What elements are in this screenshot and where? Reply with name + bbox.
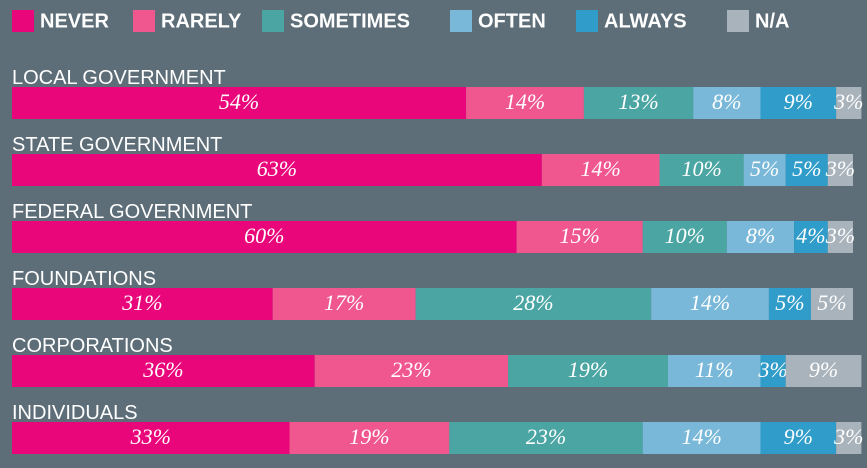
legend-swatch xyxy=(727,10,749,32)
legend-label: ALWAYS xyxy=(604,10,687,32)
bar-segment xyxy=(768,288,811,320)
bar-segment xyxy=(12,154,542,186)
data-label: 60% xyxy=(244,223,284,248)
data-label: 9% xyxy=(784,89,813,114)
legend-swatch xyxy=(576,10,598,32)
bar-segment xyxy=(785,154,828,186)
bar-segment xyxy=(516,221,643,253)
data-label: 14% xyxy=(690,290,730,315)
data-label: 8% xyxy=(746,223,775,248)
data-label: 54% xyxy=(219,89,259,114)
bar-segment xyxy=(659,154,744,186)
legend-label: N/A xyxy=(755,10,789,32)
bar-segment xyxy=(810,288,853,320)
category-label: LOCAL GOVERNMENT xyxy=(12,67,226,89)
bar-segment xyxy=(12,422,290,454)
bar-segment xyxy=(12,87,467,119)
legend-label: RARELY xyxy=(161,10,242,32)
bar-segment xyxy=(642,422,761,454)
bar-segment xyxy=(760,422,837,454)
bar-segment xyxy=(667,355,761,387)
bar-segment xyxy=(642,221,727,253)
data-label: 15% xyxy=(560,223,600,248)
data-label: 14% xyxy=(505,89,545,114)
data-label: 3% xyxy=(825,223,855,248)
data-label: 63% xyxy=(257,156,297,181)
data-label: 33% xyxy=(130,424,171,449)
bar-segment xyxy=(760,355,786,387)
bar-segment xyxy=(12,221,517,253)
legend-swatch xyxy=(12,10,34,32)
data-label: 4% xyxy=(796,223,825,248)
legend-label: SOMETIMES xyxy=(290,10,410,32)
data-label: 9% xyxy=(809,357,838,382)
bar-segment xyxy=(726,221,795,253)
data-label: 5% xyxy=(792,156,821,181)
data-label: 5% xyxy=(750,156,779,181)
bar-segment xyxy=(415,288,652,320)
category-label: STATE GOVERNMENT xyxy=(12,134,222,156)
bar-segment xyxy=(794,221,828,253)
data-label: 36% xyxy=(142,357,183,382)
bar-segment xyxy=(12,355,315,387)
data-label: 5% xyxy=(817,290,846,315)
category-label: INDIVIDUALS xyxy=(12,402,138,424)
bar-segment xyxy=(760,87,837,119)
data-label: 10% xyxy=(681,156,721,181)
data-label: 14% xyxy=(681,424,721,449)
category-label: CORPORATIONS xyxy=(12,335,173,357)
bar-segment xyxy=(508,355,668,387)
data-label: 8% xyxy=(712,89,741,114)
bar-segment xyxy=(449,422,643,454)
bar-segment xyxy=(314,355,509,387)
data-label: 19% xyxy=(349,424,389,449)
bar-segment xyxy=(827,154,853,186)
data-label: 28% xyxy=(513,290,553,315)
bar-segment xyxy=(693,87,761,119)
legend-label: OFTEN xyxy=(478,10,546,32)
data-label: 23% xyxy=(391,357,431,382)
bar-segment xyxy=(272,288,416,320)
data-label: 3% xyxy=(833,89,863,114)
legend-swatch xyxy=(450,10,472,32)
bar-segment xyxy=(583,87,694,119)
data-label: 19% xyxy=(568,357,608,382)
data-label: 5% xyxy=(775,290,804,315)
data-label: 17% xyxy=(324,290,364,315)
data-label: 13% xyxy=(618,89,658,114)
data-label: 9% xyxy=(784,424,813,449)
category-label: FEDERAL GOVERNMENT xyxy=(12,201,252,223)
data-label: 14% xyxy=(581,156,621,181)
legend-swatch xyxy=(133,10,155,32)
bar-segment xyxy=(836,422,862,454)
data-label: 23% xyxy=(526,424,566,449)
bar-segment xyxy=(289,422,450,454)
bar-segment xyxy=(651,288,769,320)
bar-segment xyxy=(12,288,273,320)
bar-segment xyxy=(827,221,853,253)
data-label: 3% xyxy=(825,156,855,181)
category-label: FOUNDATIONS xyxy=(12,268,156,290)
data-label: 3% xyxy=(833,424,863,449)
legend-swatch xyxy=(262,10,284,32)
bar-segment xyxy=(541,154,660,186)
bar-segment xyxy=(743,154,786,186)
legend-label: NEVER xyxy=(40,10,109,32)
bar-segment xyxy=(466,87,584,119)
data-label: 11% xyxy=(695,357,734,382)
data-label: 31% xyxy=(121,290,162,315)
data-label: 10% xyxy=(665,223,705,248)
bar-segment xyxy=(785,355,862,387)
bar-segment xyxy=(836,87,862,119)
data-label: 3% xyxy=(757,357,787,382)
